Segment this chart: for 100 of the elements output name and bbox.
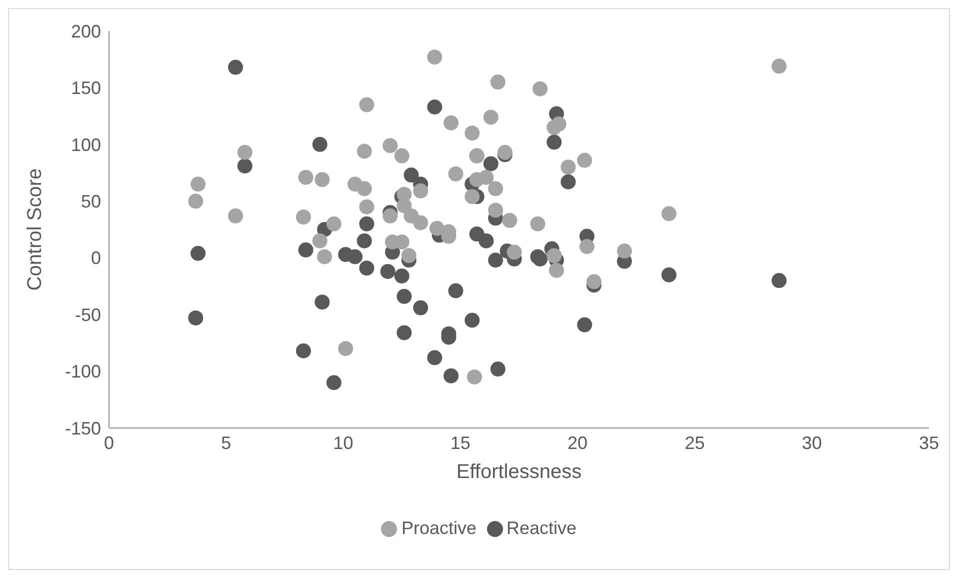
point [532, 81, 548, 96]
point [546, 248, 562, 264]
point [190, 176, 206, 192]
point [296, 210, 311, 225]
point [483, 156, 498, 172]
point [396, 198, 412, 214]
point [382, 138, 398, 154]
point [772, 273, 787, 288]
point [380, 264, 396, 279]
point [427, 99, 442, 114]
y-tick-label: 100 [70, 134, 101, 155]
point [772, 58, 787, 74]
y-tick-label: 200 [70, 21, 101, 42]
point [296, 343, 311, 358]
point [483, 110, 498, 125]
point [488, 181, 504, 196]
point [382, 208, 398, 224]
x-tick-label: 0 [104, 432, 114, 453]
point [469, 172, 484, 188]
point [356, 181, 372, 196]
point [298, 242, 314, 258]
point [228, 60, 244, 75]
point [464, 189, 480, 204]
point [430, 220, 444, 236]
point [530, 216, 546, 232]
point [502, 212, 518, 228]
point [427, 350, 442, 366]
point [546, 134, 562, 150]
point [560, 174, 576, 190]
point [326, 216, 342, 232]
legend-label: Reactive [506, 518, 577, 538]
y-tick-label: -100 [64, 362, 101, 382]
point [551, 116, 566, 132]
point [661, 206, 676, 222]
point [413, 300, 428, 316]
x-tick-label: 35 [918, 432, 940, 453]
point [560, 160, 576, 175]
y-tick-label: 0 [90, 248, 101, 268]
point [394, 268, 410, 284]
x-tick-label: 5 [221, 432, 232, 453]
point [490, 74, 506, 90]
point [413, 183, 428, 198]
point [237, 144, 252, 160]
point [616, 244, 632, 259]
point [548, 262, 564, 278]
x-tick-label: 30 [802, 432, 822, 453]
point [401, 248, 416, 264]
point [394, 148, 410, 164]
point [237, 158, 252, 174]
y-tick-label: 50 [80, 192, 101, 212]
point [314, 294, 330, 310]
point [188, 310, 204, 326]
point [586, 274, 602, 290]
point [413, 215, 428, 230]
point [317, 249, 332, 264]
point [577, 317, 592, 332]
point [490, 362, 506, 377]
point [190, 246, 206, 261]
x-axis-title: Effortlessness [456, 461, 582, 483]
point [188, 194, 204, 209]
x-tick-label: 10 [333, 432, 354, 453]
point [488, 202, 504, 218]
point [448, 166, 464, 182]
y-tick-label: -50 [74, 304, 101, 325]
point [444, 115, 459, 130]
point [312, 136, 328, 152]
point [356, 233, 372, 248]
point [448, 283, 464, 298]
point [577, 152, 592, 168]
point [466, 369, 482, 384]
x-tick-label: 15 [450, 432, 470, 453]
point [298, 170, 314, 185]
point [312, 233, 328, 248]
point [579, 239, 594, 254]
point [506, 244, 522, 260]
point [348, 249, 362, 264]
point [464, 312, 480, 328]
point [228, 208, 244, 224]
point [356, 144, 372, 159]
y-tick-label: 150 [70, 78, 101, 98]
point [314, 172, 330, 188]
point [359, 260, 374, 276]
point [338, 341, 354, 356]
point [359, 216, 374, 232]
point [427, 50, 442, 65]
point [359, 199, 374, 214]
point [404, 168, 419, 183]
y-tick-label: -150 [64, 418, 101, 438]
point [359, 97, 374, 112]
legend-label: Proactive [401, 518, 476, 538]
point [444, 368, 459, 384]
point [478, 233, 494, 248]
point [661, 267, 676, 282]
x-tick-label: 25 [684, 432, 705, 453]
point [488, 252, 504, 268]
point [396, 288, 412, 304]
y-axis-title: Control Score [24, 168, 46, 291]
point [396, 325, 412, 340]
point [326, 375, 342, 390]
x-tick-label: 20 [568, 432, 588, 453]
